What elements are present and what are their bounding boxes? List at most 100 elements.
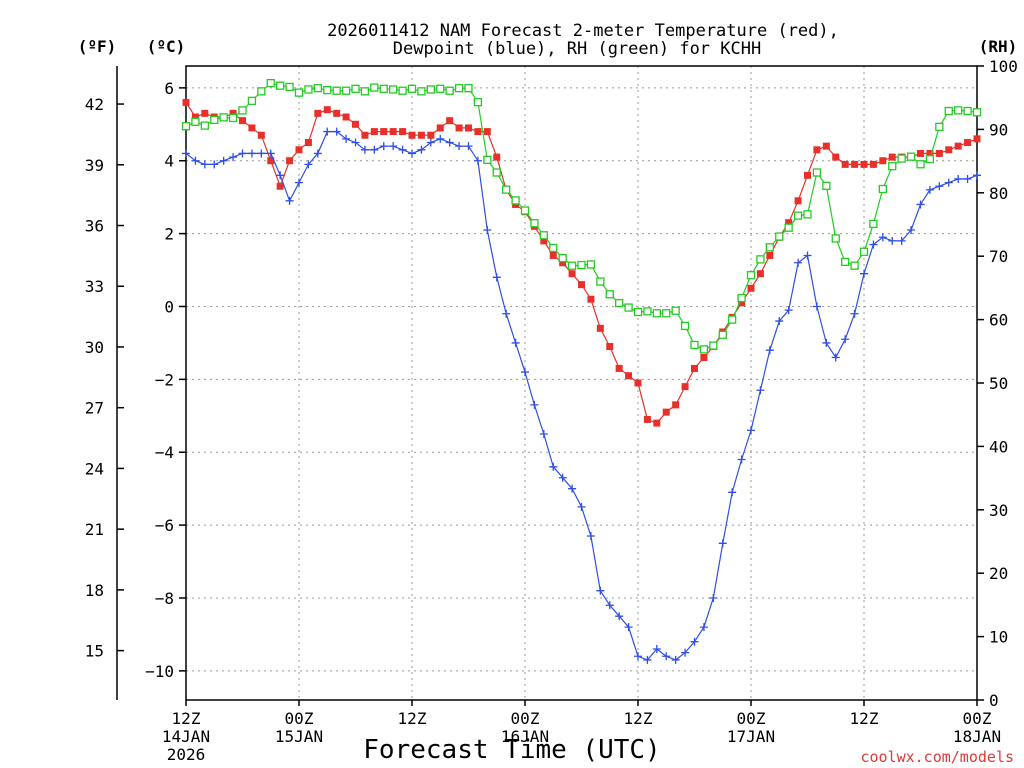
dewpoint-point [568,484,577,493]
temperature-point [474,128,482,136]
temperature-point [625,372,633,380]
rh-point [643,307,652,316]
temperature-point [427,131,435,139]
rh-point [812,168,822,177]
dewpoint-point [878,233,887,242]
dewpoint-point [888,236,897,245]
dewpoint-point [351,138,360,147]
fahrenheit-tick-label: 42 [85,95,104,114]
dewpoint-point [907,225,916,234]
temperature-point [851,160,859,168]
rh-point [925,155,935,164]
rh-tick-label: 90 [989,120,1008,139]
rh-point [944,106,953,116]
temperature-point [399,128,407,136]
rh-point [652,309,661,318]
dewpoint-point [916,200,925,209]
rh-point [567,261,577,270]
temperature-point [841,160,849,168]
dewpoint-point [756,386,765,395]
rh-point [586,260,596,269]
dewpoint-point [370,145,379,154]
rh-tick-label: 100 [989,57,1018,76]
temperature-point [615,364,623,372]
temperature-point [700,353,708,361]
fahrenheit-tick-label: 36 [85,217,104,236]
rh-point [756,255,765,264]
rh-tick-label: 60 [989,311,1008,330]
dewpoint-point [577,502,586,511]
temperature-point [304,139,312,147]
dewpoint-point [728,488,737,497]
dewpoint-point [615,612,624,621]
dewpoint-point [841,335,850,344]
x-tick-date-label: 14JAN [162,727,210,746]
temperature-point [973,135,981,143]
rh-point [407,84,417,93]
dewpoint-point [596,586,605,595]
rh-point [257,87,266,96]
x-tick-label: 00Z [963,709,992,728]
temperature-point [869,160,877,168]
temperature-point [314,109,322,117]
dewpoint-point [530,400,539,409]
temperature-point [286,157,294,165]
fahrenheit-tick-label: 15 [85,642,104,661]
temperature-point [352,120,359,128]
rh-point [709,341,718,350]
rh-point [869,219,878,229]
dewpoint-point [634,652,642,661]
celsius-tick-label: 6 [164,79,174,98]
chart-subtitle: Dewpoint (blue), RH (green) for KCHH [393,39,761,59]
dewpoint-point [511,338,520,347]
celsius-axis-unit: (ºC) [147,37,186,56]
rh-point [332,86,341,95]
watermark-text: coolwx.com/models [860,748,1014,766]
rh-point [728,315,737,324]
dewpoint-point [182,149,190,158]
celsius-tick-label: −6 [155,516,174,535]
dewpoint-point [747,426,755,435]
rh-point [200,121,209,130]
temperature-point [643,415,651,423]
dewpoint-series [182,127,981,664]
temperature-point [323,106,331,114]
celsius-tick-label: −2 [155,370,174,389]
rh-axis-unit: (RH) [979,37,1018,56]
rh-point [341,86,351,95]
rh-point [596,277,605,286]
celsius-tick-label: −8 [155,589,174,608]
dewpoint-point [765,346,774,355]
fahrenheit-tick-label: 27 [85,399,104,418]
dewpoint-point [671,655,680,664]
rh-point [238,106,247,115]
rh-point [765,243,774,252]
rh-point [323,85,332,95]
dewpoint-point [718,539,727,548]
x-tick-label: 00Z [285,709,314,728]
rh-tick-label: 80 [989,184,1008,203]
rh-point [662,309,671,318]
dewpoint-point [944,178,953,187]
rh-point [351,84,360,93]
chart-title: 2026011412 NAM Forecast 2-meter Temperat… [327,21,839,41]
rh-point [219,113,228,122]
celsius-tick-label: 2 [164,225,174,244]
rh-point [878,184,887,194]
rh-point [181,122,191,131]
rh-point [831,234,840,243]
rh-point [445,86,454,95]
x-tick-year-label: 2026 [167,745,206,764]
rh-series [181,78,982,354]
temperature-point [201,109,209,117]
fahrenheit-tick-label: 33 [85,277,104,296]
dewpoint-point [624,623,633,632]
dewpoint-point [229,153,238,162]
dewpoint-point [285,196,294,205]
dewpoint-point [586,532,595,541]
dewpoint-point [238,149,247,158]
temperature-point [370,128,378,136]
dewpoint-point [445,138,454,147]
temperature-series [182,98,981,427]
